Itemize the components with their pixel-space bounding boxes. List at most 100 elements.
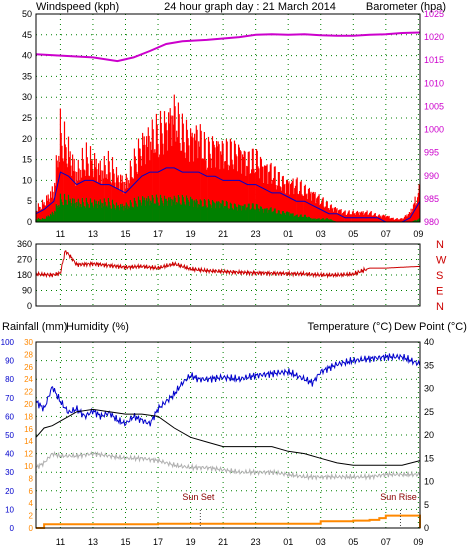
temperature-y-tick: 15: [424, 453, 434, 463]
sunset-label: Sun Set: [182, 492, 215, 502]
wind-x-tick: 23: [251, 229, 261, 239]
barometer-y-tick: 1020: [424, 32, 444, 42]
temperature-y-tick: 0: [424, 523, 429, 533]
sunrise-label: Sun Rise: [380, 492, 417, 502]
temperature-y-tick: 40: [424, 337, 434, 347]
rain-y-tick: 6: [29, 487, 34, 496]
wind-x-tick: 13: [88, 229, 98, 239]
wind-y-tick: 30: [22, 92, 32, 102]
rain-y-tick: 24: [24, 375, 33, 384]
wind-x-tick: 17: [153, 229, 163, 239]
temperature-y-tick: 5: [424, 500, 429, 510]
rain-y-tick: 0: [29, 524, 34, 533]
direction-y-tick: 360: [17, 239, 32, 249]
temperature-y-tick: 20: [424, 430, 434, 440]
humidity-title: Humidity (%): [66, 321, 129, 333]
graph-date-title: 24 hour graph day : 21 March 2014: [164, 1, 336, 13]
wind-y-tick: 40: [22, 51, 32, 61]
dewpoint-title: Dew Point (°C): [394, 321, 467, 333]
humidity-y-tick: 20: [5, 487, 14, 496]
compass-label: S: [436, 270, 443, 282]
lower-x-tick: 03: [316, 537, 326, 547]
temperature-line: [35, 408, 421, 466]
direction-y-tick: 0: [27, 301, 32, 311]
barometer-y-tick: 995: [424, 148, 439, 158]
wind-x-tick: 05: [348, 229, 358, 239]
rain-y-tick: 28: [24, 350, 33, 359]
rain-y-tick: 10: [24, 462, 33, 471]
rain-y-tick: 16: [24, 425, 33, 434]
average-wind-line: [35, 167, 421, 223]
temperature-y-tick: 35: [424, 360, 434, 370]
rain-y-tick: 8: [29, 474, 34, 483]
wind-y-tick: 5: [27, 196, 32, 206]
windspeed-title: Windspeed (kph): [36, 1, 119, 13]
lower-x-tick: 05: [348, 537, 358, 547]
barometer-y-tick: 990: [424, 171, 439, 181]
lower-x-tick: 01: [283, 537, 293, 547]
wind-y-tick: 50: [22, 9, 32, 19]
lower-x-tick: 11: [56, 537, 65, 547]
rain-y-tick: 30: [24, 338, 33, 347]
wind-x-tick: 11: [56, 229, 65, 239]
rain-y-tick: 2: [29, 512, 34, 521]
compass-label: E: [436, 286, 443, 298]
humidity-y-tick: 70: [5, 394, 14, 403]
lower-x-tick: 23: [251, 537, 261, 547]
direction-y-tick: 270: [17, 255, 32, 265]
rain-y-tick: 20: [24, 400, 33, 409]
rainfall-line: [36, 514, 421, 529]
wind-x-tick: 19: [186, 229, 196, 239]
direction-frame: [35, 243, 421, 307]
barometer-y-tick: 1010: [424, 78, 444, 88]
humidity-y-tick: 50: [5, 431, 14, 440]
lower-frame: [35, 341, 421, 529]
wind-x-tick: 01: [283, 229, 293, 239]
wind-x-tick: 09: [413, 229, 423, 239]
barometer-title: Barometer (hpa): [366, 1, 446, 13]
barometer-y-tick: 980: [424, 217, 439, 227]
lower-x-tick: 21: [218, 537, 228, 547]
wind-y-tick: 45: [22, 30, 32, 40]
direction-y-tick: 180: [17, 270, 32, 280]
wind-y-tick: 0: [27, 217, 32, 227]
lower-x-tick: 09: [413, 537, 423, 547]
wind-y-tick: 20: [22, 134, 32, 144]
humidity-y-tick: 10: [5, 505, 14, 514]
wind-x-tick: 21: [218, 229, 228, 239]
rain-y-tick: 22: [24, 388, 33, 397]
humidity-y-tick: 90: [5, 357, 14, 366]
rainfall-title: Rainfall (mm): [2, 321, 67, 333]
wind-y-tick: 10: [22, 175, 32, 185]
wind-y-tick: 35: [22, 71, 32, 81]
humidity-y-tick: 100: [1, 338, 15, 347]
dewpoint-line: [36, 450, 421, 481]
temperature-y-tick: 10: [424, 477, 434, 487]
wind-x-tick: 15: [120, 229, 130, 239]
lower-x-tick: 17: [153, 537, 163, 547]
humidity-y-tick: 60: [5, 412, 14, 421]
rain-humidity-temperature-panel: 0102030405060708090100024681012141618202…: [1, 337, 434, 547]
barometer-y-tick: 1005: [424, 101, 444, 111]
lower-x-tick: 19: [186, 537, 196, 547]
barometer-y-tick: 985: [424, 194, 439, 204]
rain-y-tick: 26: [24, 363, 33, 372]
wind-frame: [35, 13, 421, 223]
wind-y-tick: 15: [22, 155, 32, 165]
wind-x-tick: 07: [381, 229, 391, 239]
humidity-y-tick: 80: [5, 375, 14, 384]
rain-y-tick: 14: [24, 437, 33, 446]
rain-y-tick: 4: [29, 499, 34, 508]
compass-label: W: [436, 255, 447, 267]
humidity-y-tick: 30: [5, 468, 14, 477]
wind-direction-line: [35, 250, 420, 279]
temperature-y-tick: 30: [424, 384, 434, 394]
direction-y-tick: 90: [22, 286, 32, 296]
barometer-y-tick: 1015: [424, 55, 444, 65]
barometer-y-tick: 1000: [424, 125, 444, 135]
barometer-line: [35, 31, 421, 63]
humidity-y-tick: 40: [5, 450, 14, 459]
compass-label: N: [436, 239, 444, 251]
